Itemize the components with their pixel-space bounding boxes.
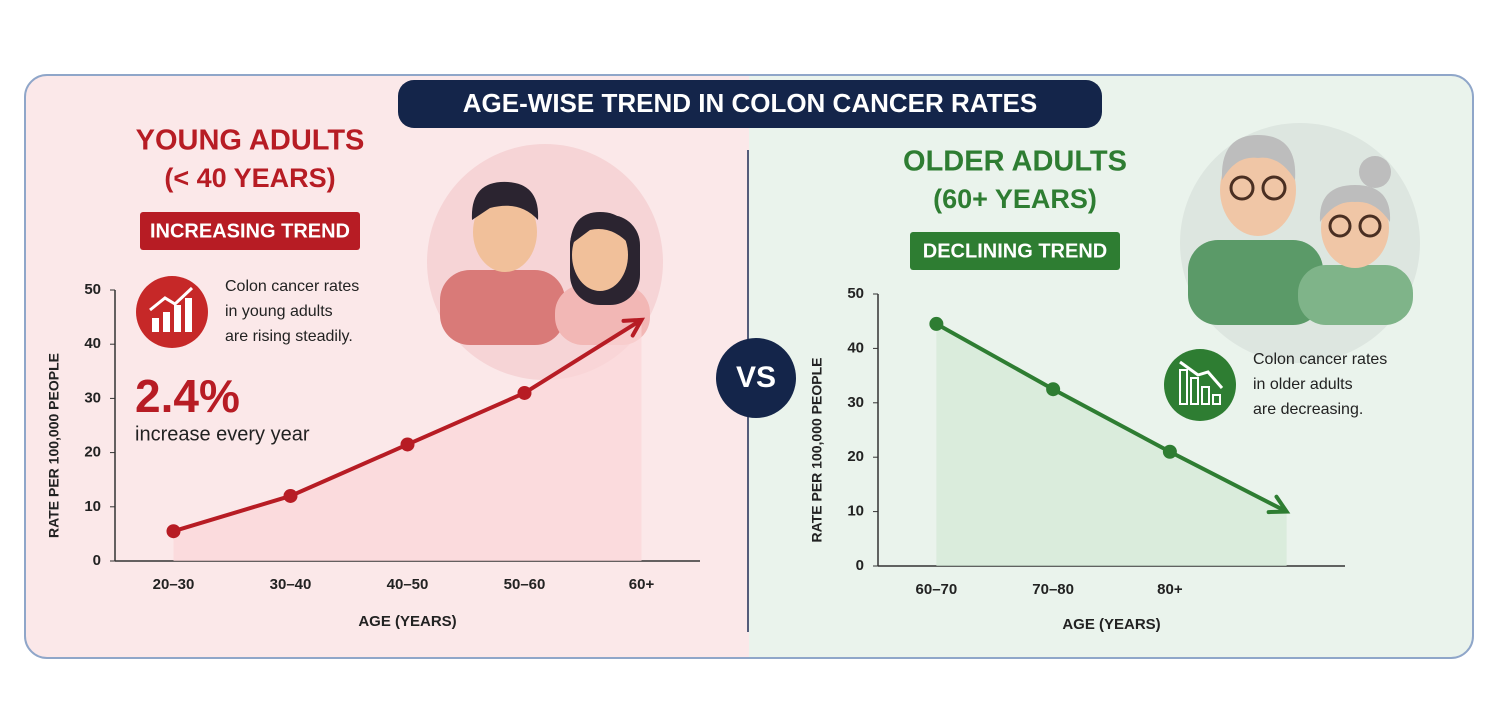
x-tick-label: 60–70 bbox=[916, 581, 958, 598]
y-tick-label: 50 bbox=[84, 281, 101, 298]
trend-badge-text: DECLINING TREND bbox=[923, 240, 1107, 262]
panel-subtitle: (60+ YEARS) bbox=[933, 184, 1097, 214]
y-axis-label: RATE PER 100,000 PEOPLE bbox=[809, 358, 825, 543]
card-border bbox=[24, 74, 1474, 659]
y-tick-label: 30 bbox=[847, 394, 864, 411]
trend-badge bbox=[140, 212, 360, 250]
data-point bbox=[166, 524, 181, 539]
page-title: AGE-WISE TREND IN COLON CANCER RATES bbox=[463, 88, 1037, 118]
x-tick-label: 60+ bbox=[629, 576, 655, 593]
annotation: are decreasing. bbox=[1253, 401, 1363, 418]
y-tick-label: 10 bbox=[84, 498, 101, 515]
annotation: in young adults bbox=[225, 303, 333, 320]
panel-title: OLDER ADULTS bbox=[903, 146, 1127, 178]
area bbox=[936, 323, 1287, 566]
panel-title: YOUNG ADULTS bbox=[136, 125, 365, 157]
data-point bbox=[929, 316, 944, 331]
y-tick-label: 0 bbox=[93, 552, 101, 569]
y-tick-label: 40 bbox=[847, 339, 864, 356]
stat-value: 2.4% bbox=[135, 370, 240, 422]
annotation: Colon cancer rates bbox=[225, 278, 359, 295]
y-axis-label: RATE PER 100,000 PEOPLE bbox=[46, 353, 62, 538]
y-tick-label: 50 bbox=[847, 285, 864, 302]
x-tick-label: 40–50 bbox=[387, 576, 429, 593]
annotation: Colon cancer rates bbox=[1253, 351, 1387, 368]
vs-badge bbox=[716, 338, 796, 418]
trend-badge bbox=[910, 232, 1120, 270]
x-axis-label: AGE (YEARS) bbox=[1062, 616, 1160, 633]
x-tick-label: 80+ bbox=[1157, 581, 1183, 598]
x-tick-label: 70–80 bbox=[1032, 581, 1074, 598]
rising-icon bbox=[136, 276, 208, 348]
y-tick-label: 20 bbox=[847, 448, 864, 465]
annotation: are rising steadily. bbox=[225, 328, 353, 345]
panel-subtitle: (< 40 YEARS) bbox=[164, 163, 335, 193]
x-tick-label: 30–40 bbox=[270, 576, 312, 593]
older-adults-illustration bbox=[1180, 123, 1420, 363]
arrow-head bbox=[621, 317, 646, 338]
trend-line bbox=[935, 322, 1288, 514]
y-tick-label: 40 bbox=[84, 335, 101, 352]
annotation: in older adults bbox=[1253, 376, 1353, 393]
young-adults-illustration bbox=[427, 144, 663, 380]
y-tick-label: 0 bbox=[856, 557, 864, 574]
y-tick-label: 20 bbox=[84, 444, 101, 461]
x-axis-label: AGE (YEARS) bbox=[358, 613, 456, 630]
vs-text: VS bbox=[736, 361, 776, 394]
data-point bbox=[1162, 444, 1177, 459]
x-tick-label: 50–60 bbox=[504, 576, 546, 593]
arrow-head bbox=[1266, 494, 1291, 515]
data-point bbox=[517, 385, 532, 400]
declining-icon bbox=[1164, 349, 1236, 421]
x-tick-label: 20–30 bbox=[153, 576, 195, 593]
y-tick-label: 10 bbox=[847, 503, 864, 520]
y-tick-label: 30 bbox=[84, 389, 101, 406]
stat-label: increase every year bbox=[135, 423, 310, 445]
data-point bbox=[283, 488, 298, 503]
data-point bbox=[1046, 382, 1061, 397]
data-point bbox=[400, 437, 415, 452]
title-pill bbox=[398, 80, 1102, 128]
trend-badge-text: INCREASING TREND bbox=[150, 220, 350, 242]
